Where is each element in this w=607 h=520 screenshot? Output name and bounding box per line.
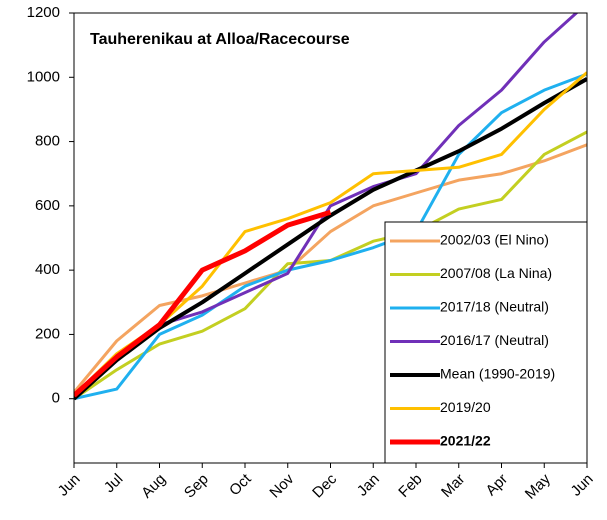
legend: 2002/03 (El Nino) 2007/08 (La Nina) 2017/1… <box>390 232 555 449</box>
x-tick-label: Apr <box>483 471 512 500</box>
y-tick-label: 0 <box>52 390 60 407</box>
legend-label: 2019/20 <box>440 399 491 415</box>
chart-title: Tauherenikau at Alloa/Racecourse <box>90 31 350 48</box>
legend-label: 2002/03 (El Nino) <box>440 232 549 248</box>
series-line <box>74 77 587 401</box>
y-tick-label: 800 <box>35 133 60 150</box>
x-tick-label: May <box>522 470 554 502</box>
series-line <box>74 209 332 398</box>
x-tick-label: Aug <box>138 471 169 502</box>
y-tick-label: 600 <box>35 197 60 214</box>
x-tick-label: Dec <box>309 470 340 501</box>
y-tick-label: 200 <box>35 325 60 342</box>
legend-label: 2021/22 <box>440 433 491 449</box>
plot-lines <box>74 13 587 401</box>
x-tick-label: Nov <box>266 470 297 501</box>
series-line <box>74 72 587 401</box>
x-tick-label: Oct <box>226 470 255 499</box>
y-tick-label: 1200 <box>27 4 60 21</box>
legend-label: Mean (1990-2019) <box>440 366 555 382</box>
y-tick-label: 400 <box>35 261 60 278</box>
x-tick-label: Jan <box>354 471 383 500</box>
x-tick-label: Mar <box>438 471 468 501</box>
legend-label: 2016/17 (Neutral) <box>440 332 549 348</box>
x-tick-label: Jul <box>101 471 127 497</box>
x-tick-label: Sep <box>181 471 212 502</box>
legend-label: 2007/08 (La Nina) <box>440 265 552 281</box>
series-line <box>74 143 587 394</box>
title-box <box>80 24 432 56</box>
x-tick-label: Jun <box>568 471 597 500</box>
x-tick-label: Jun <box>55 471 84 500</box>
y-tick-label: 1000 <box>27 68 60 85</box>
legend-label: 2017/18 (Neutral) <box>440 299 549 315</box>
x-tick-label: Feb <box>395 471 425 501</box>
